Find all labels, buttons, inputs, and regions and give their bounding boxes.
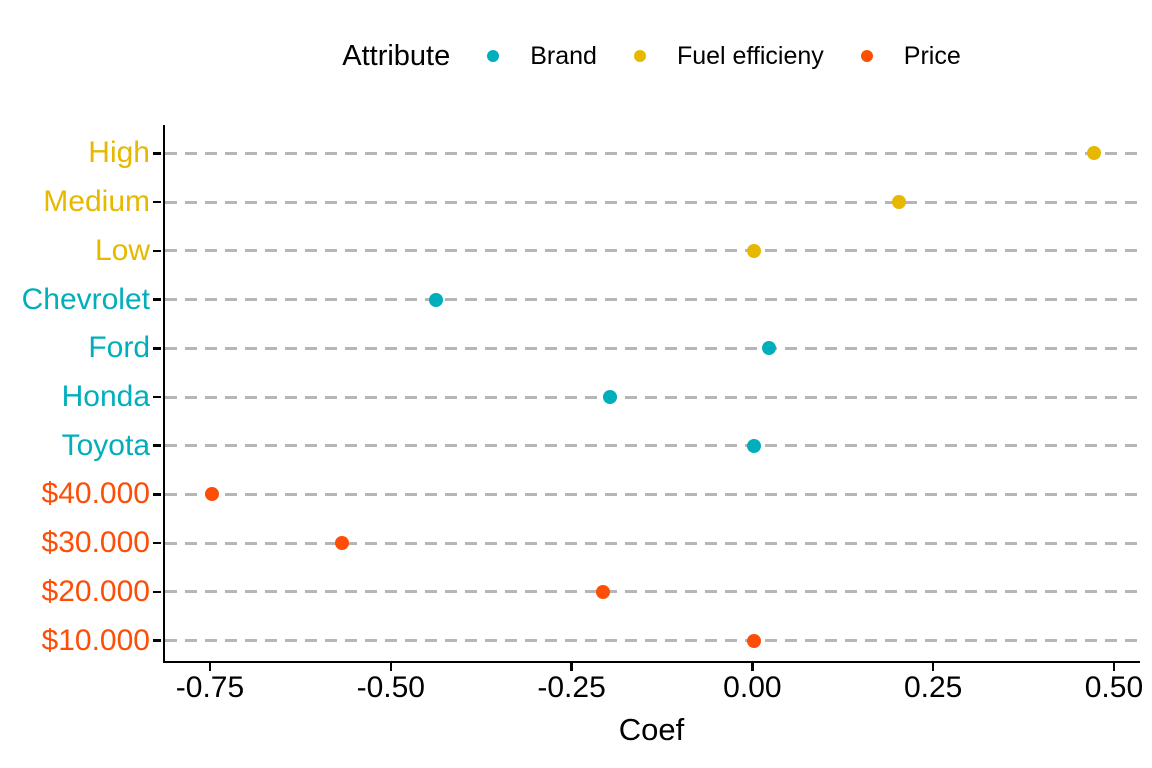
x-axis-tick-label--0.25: -0.25: [537, 671, 606, 704]
y-axis-label-Chevrolet: Chevrolet: [21, 282, 150, 316]
y-axis-label-Low: Low: [94, 233, 150, 267]
data-point-10000: [747, 633, 762, 648]
y-axis-tick: [153, 541, 161, 545]
y-axis-tick: [153, 444, 161, 447]
legend-item-price: Price: [860, 41, 961, 71]
data-point-Medium: [892, 195, 906, 210]
y-axis-tick: [153, 152, 161, 155]
data-point-30000: [335, 536, 350, 551]
y-axis-tick: [153, 493, 161, 496]
gridline-3: [165, 298, 1140, 302]
legend-item-brand: Brand: [487, 42, 597, 71]
legend-label: Fuel efficieny: [676, 41, 824, 70]
plot-panel: [163, 125, 1140, 663]
y-axis-label-Honda: Honda: [61, 380, 150, 413]
data-point-Honda: [602, 390, 617, 404]
data-point-Ford: [761, 341, 776, 356]
data-point-High: [1087, 146, 1102, 161]
gridline-10: [165, 639, 1140, 643]
legend-title: Attribute: [342, 39, 451, 72]
x-axis-tick-label-0.50: 0.50: [1084, 671, 1144, 704]
legend-key-dot: [487, 50, 500, 62]
data-point-Chevrolet: [429, 292, 444, 307]
gridline-7: [165, 492, 1140, 496]
y-axis-tick: [153, 298, 161, 301]
gridline-2: [165, 249, 1140, 253]
gridline-9: [165, 590, 1140, 594]
data-point-Toyota: [747, 438, 762, 453]
y-axis-label-Toyota: Toyota: [61, 428, 150, 462]
legend-label: Brand: [530, 41, 597, 70]
gridline-6: [165, 444, 1140, 448]
x-axis-tick: [570, 663, 573, 671]
gridline-1: [165, 200, 1140, 204]
x-axis-tick-label--0.50: -0.50: [356, 671, 425, 704]
y-axis-tick: [153, 249, 161, 253]
x-axis-tick: [208, 663, 212, 671]
legend-item-fuel-efficieny: Fuel efficieny: [633, 41, 824, 71]
x-axis-tick: [931, 663, 935, 671]
x-axis-tick: [1112, 663, 1116, 671]
legend-key-dot: [633, 50, 646, 62]
legend-label: Price: [903, 41, 961, 70]
y-axis-label-Medium: Medium: [43, 185, 150, 219]
gridline-5: [165, 395, 1140, 399]
gridline-4: [165, 346, 1140, 350]
gridline-0: [165, 151, 1140, 155]
x-axis-tick-label--0.75: -0.75: [175, 671, 245, 704]
x-axis-tick-label-0.00: 0.00: [723, 671, 782, 704]
y-axis-tick: [153, 395, 161, 399]
legend-key-dot: [860, 50, 873, 62]
y-axis-tick: [153, 590, 161, 594]
y-axis-label-40000: $40.000: [41, 477, 150, 511]
y-axis-label-High: High: [88, 136, 150, 170]
legend: Attribute Brand Fuel efficieny Price: [163, 30, 1140, 82]
data-point-40000: [205, 487, 219, 502]
x-axis-title: Coef: [618, 712, 685, 747]
x-axis-tick: [389, 663, 393, 671]
x-axis-tick-label-0.25: 0.25: [903, 671, 963, 704]
y-axis-tick: [153, 639, 161, 642]
data-point-20000: [595, 584, 610, 599]
y-axis-label-Ford: Ford: [88, 331, 150, 365]
data-point-Low: [747, 243, 762, 258]
y-axis-label-20000: $20.000: [41, 574, 150, 608]
y-axis-label-10000: $10.000: [41, 623, 150, 657]
y-axis-tick: [153, 200, 161, 204]
y-axis-tick: [153, 347, 161, 350]
x-axis-tick: [751, 663, 754, 671]
gridline-8: [165, 541, 1140, 545]
y-axis-label-30000: $30.000: [41, 526, 150, 560]
